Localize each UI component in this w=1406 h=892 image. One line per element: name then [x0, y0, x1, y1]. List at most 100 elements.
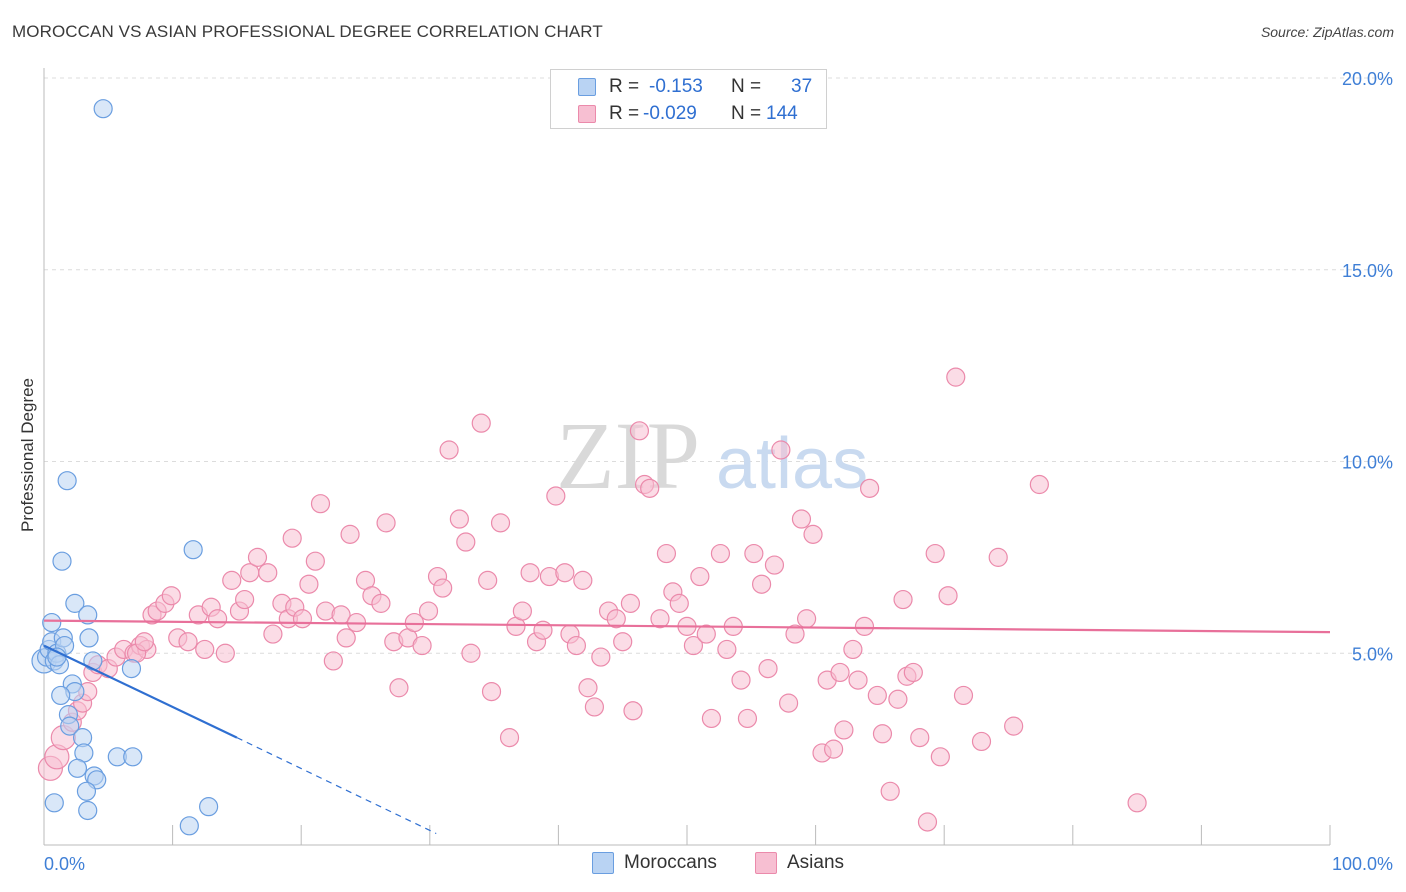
asian-point: [903, 662, 923, 683]
asian-point: [888, 689, 908, 709]
asian-point: [178, 632, 198, 652]
asian-point: [803, 524, 823, 544]
asian-point: [620, 593, 641, 613]
asian-point: [843, 639, 863, 660]
asian-point: [323, 651, 343, 671]
asian-point: [872, 724, 893, 744]
moroccan-point: [52, 551, 72, 571]
asian-point: [336, 628, 356, 648]
asian-point: [867, 685, 887, 706]
x-tick-label: 0.0%: [44, 854, 85, 874]
moroccans-trend-extension: [236, 737, 437, 835]
asian-point: [478, 570, 498, 590]
asian-point: [640, 478, 660, 498]
source-label: Source: ZipAtlas.com: [1260, 24, 1394, 40]
moroccan-point: [51, 685, 71, 706]
moroccan-point: [123, 747, 143, 767]
asian-point: [669, 593, 689, 613]
asian-point: [910, 728, 930, 748]
legend-r-label: R =: [609, 103, 640, 124]
moroccans-swatch: [578, 78, 596, 96]
moroccan-point: [183, 540, 203, 560]
asians-legend-label: Asians: [787, 852, 845, 873]
asian-point: [791, 509, 812, 529]
y-axis-label: Professional Degree: [18, 377, 37, 533]
asian-point: [299, 574, 319, 594]
asian-point: [744, 543, 764, 564]
asian-point: [520, 563, 540, 583]
asian-point: [584, 697, 605, 717]
asian-point: [471, 413, 491, 433]
watermark-atlas: atlas: [716, 424, 868, 504]
asian-point: [717, 639, 737, 660]
moroccan-point: [78, 605, 98, 625]
moroccan-point: [65, 593, 85, 613]
axes: [43, 68, 1331, 846]
asian-point: [512, 601, 532, 621]
legend-r-value: -0.153: [649, 76, 703, 97]
asian-point: [439, 440, 459, 460]
asian-point: [235, 589, 255, 610]
asian-point: [161, 586, 181, 606]
asian-point: [418, 601, 439, 621]
moroccan-point: [42, 612, 62, 633]
tick-labels: 5.0% 10.0% 15.0% 20.0% 0.0% 100.0%: [44, 69, 1393, 874]
asian-point: [258, 563, 278, 583]
moroccan-point: [76, 781, 97, 801]
asian-point: [555, 563, 575, 583]
legend-r-value: -0.029: [643, 103, 697, 124]
asian-point: [481, 681, 502, 702]
moroccan-point: [79, 628, 99, 648]
asians-legend-swatch: [755, 852, 777, 874]
asian-point: [461, 643, 481, 663]
asian-point: [938, 586, 958, 606]
asian-point: [848, 670, 868, 690]
asian-point: [683, 635, 704, 656]
asian-point: [785, 624, 805, 644]
asian-point: [650, 609, 670, 629]
asian-point: [737, 708, 758, 729]
asian-point: [591, 647, 611, 667]
asian-point: [412, 635, 432, 656]
legend-n-label: N =: [731, 76, 762, 97]
asian-point: [215, 643, 235, 663]
asian-point: [623, 701, 643, 721]
legend-n-value: 144: [766, 103, 798, 124]
asian-point: [195, 639, 215, 660]
asian-point: [824, 739, 844, 759]
moroccan-point: [199, 797, 219, 817]
asian-point: [546, 486, 566, 506]
asian-point: [893, 589, 913, 610]
asian-point: [696, 624, 716, 644]
asian-point: [247, 547, 268, 567]
asians-trend-line: [43, 619, 1331, 634]
asian-point: [971, 731, 992, 752]
asian-point: [946, 367, 966, 387]
asian-point: [701, 708, 722, 729]
asian-point: [1127, 793, 1147, 813]
moroccan-point: [67, 758, 88, 778]
asians-swatch: [578, 105, 596, 123]
asian-point: [1004, 716, 1024, 736]
asian-point: [499, 728, 520, 748]
asian-point: [854, 616, 875, 637]
moroccan-point: [57, 471, 77, 491]
asian-point: [764, 555, 785, 575]
asian-point: [751, 574, 772, 594]
y-tick-label: 15.0%: [1342, 261, 1393, 281]
asian-point: [988, 547, 1008, 567]
watermark-zip: ZIP: [556, 402, 700, 509]
moroccans-series: [31, 99, 219, 836]
asian-point: [629, 421, 650, 441]
asian-point: [606, 609, 626, 629]
moroccans-legend-swatch: [592, 852, 614, 874]
asian-point: [860, 478, 880, 498]
legend-r-label: R =: [609, 76, 640, 97]
legend-n-label: N =: [731, 103, 762, 124]
asian-point: [917, 812, 938, 832]
moroccan-point: [93, 99, 113, 119]
asian-point: [134, 632, 154, 652]
moroccan-point: [179, 816, 199, 836]
asian-point: [710, 543, 731, 564]
